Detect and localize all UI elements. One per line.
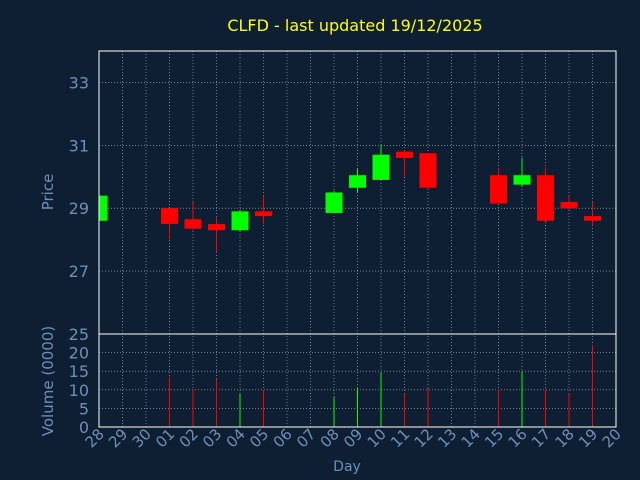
price-tick-label: 31 [69, 136, 89, 155]
x-tick-label: 15 [481, 425, 507, 451]
volume-tick-label: 15 [69, 362, 89, 381]
x-tick-label: 09 [340, 425, 366, 451]
candle-body-09 [349, 175, 366, 188]
volume-tick-label: 0 [79, 418, 89, 437]
x-tick-label: 29 [105, 425, 131, 451]
candle-body-17 [537, 175, 554, 221]
x-tick-label: 06 [270, 425, 296, 451]
volume-tick-label: 10 [69, 381, 89, 400]
x-tick-label: 10 [364, 425, 390, 451]
candle-body-10 [372, 154, 390, 180]
x-tick-label: 08 [317, 425, 343, 451]
x-tick-label: 04 [223, 425, 249, 451]
x-tick-label: 13 [434, 425, 460, 451]
price-tick-label: 29 [69, 199, 89, 218]
chart-frame [98, 50, 617, 428]
chart-marks [98, 145, 601, 427]
candle-body-19 [584, 216, 601, 221]
volume-panel-frame [98, 333, 617, 428]
x-tick-label: 05 [246, 425, 272, 451]
price-tick-label: 33 [69, 73, 89, 92]
candle-body-18 [560, 201, 578, 209]
x-tick-label: 18 [552, 425, 578, 451]
candle-body-12 [419, 153, 437, 188]
volume-tick-label: 20 [69, 344, 89, 363]
candle-body-04 [231, 211, 249, 231]
x-tick-label: 07 [293, 425, 319, 451]
x-tick-label: 14 [458, 425, 484, 451]
x-tick-label: 01 [152, 425, 178, 451]
x-tick-label: 16 [505, 425, 531, 451]
x-tick-label: 03 [199, 425, 225, 451]
candle-body-05 [255, 211, 272, 217]
price-axis-label: Price [39, 174, 57, 211]
volume-tick-label: 5 [79, 399, 89, 418]
axis-labels: 2527293133051015202829300102030405060708… [69, 73, 625, 451]
x-tick-label: 20 [599, 425, 625, 451]
candle-body-08 [325, 192, 343, 213]
grid-lines [98, 51, 617, 428]
x-tick-label: 17 [528, 425, 554, 451]
x-tick-label: 02 [176, 425, 202, 451]
price-tick-label: 27 [69, 262, 89, 281]
price-tick-label: 25 [69, 325, 89, 344]
chart-title: CLFD - last updated 19/12/2025 [227, 16, 482, 35]
candle-body-11 [396, 151, 413, 158]
candle-body-02 [184, 219, 202, 229]
x-tick-label: 30 [129, 425, 155, 451]
x-axis-label: Day [333, 459, 361, 475]
x-tick-label: 11 [387, 425, 413, 451]
candle-body-16 [513, 175, 531, 185]
candle-body-28 [99, 195, 108, 221]
x-tick-label: 19 [575, 425, 601, 451]
candle-body-15 [490, 175, 507, 204]
x-tick-label: 12 [411, 425, 437, 451]
candle-body-01 [161, 208, 178, 224]
candle-body-03 [208, 223, 225, 231]
volume-axis-label: Volume (0000) [39, 326, 57, 436]
